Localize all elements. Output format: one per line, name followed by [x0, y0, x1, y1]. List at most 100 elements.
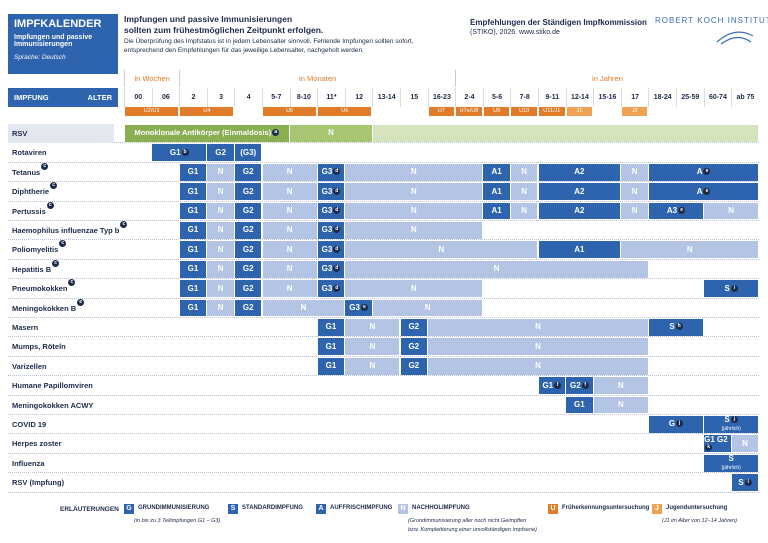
vaccine-name: Diphtherie	[12, 187, 50, 197]
footnote: e	[703, 168, 711, 176]
cell-text: A2	[574, 206, 585, 216]
footnote: c	[41, 162, 49, 170]
cell-label: N	[218, 226, 224, 234]
cell-label: N	[425, 304, 431, 312]
footnote: d	[333, 168, 341, 176]
schedule-cell: G3 d	[317, 202, 345, 220]
cell-text: A2	[574, 167, 585, 177]
cell-text: (G3)	[240, 147, 257, 157]
cell-text: N	[286, 225, 293, 235]
footnote: e	[360, 304, 368, 312]
schedule-cell: G3 d	[317, 260, 345, 278]
schedule-cell: N	[345, 183, 483, 201]
footnote: c	[59, 240, 67, 248]
cell-label: S	[729, 454, 734, 463]
schedule-cell: N	[262, 260, 317, 278]
vaccine-name: Varizellen	[12, 361, 47, 371]
cell-text: G1	[187, 206, 199, 216]
cell-text: N	[286, 264, 293, 274]
legend-detail: bzw. Komplettierung einer unvollständige…	[408, 527, 538, 533]
cell-text: N	[535, 361, 541, 371]
schedule-cell: N	[345, 163, 483, 181]
footnote: e	[703, 187, 711, 195]
cell-label: N	[439, 245, 445, 254]
checkup: U9	[483, 107, 510, 116]
age-label: 15-16	[593, 88, 621, 107]
checkup: U7	[428, 107, 455, 116]
cell-text: N	[686, 244, 693, 254]
cell-label: G3 d	[322, 284, 341, 293]
legend-key: A	[316, 504, 326, 514]
schedule-cell: S (jährlich)	[704, 454, 759, 472]
schedule-cell: N	[262, 183, 317, 201]
cell-label: G3 d	[322, 207, 341, 215]
row-name: Poliomyelitisc	[12, 240, 67, 259]
vaccine-name: Masern	[12, 323, 39, 332]
schedule-cell: G1	[179, 260, 207, 278]
cell-label: A1	[574, 245, 584, 254]
cell-label: A1	[491, 207, 501, 215]
vaccine-name: Meningokokken B	[12, 303, 77, 313]
row-name: Meningokokken ACWY	[12, 396, 93, 415]
cell-text: N	[369, 361, 376, 371]
cell-text: N	[286, 186, 293, 196]
schedule-cell: G3 d	[317, 222, 345, 239]
cell-label: G1	[188, 187, 199, 196]
cell-text: G1	[325, 341, 337, 351]
cell-text: G1	[187, 303, 199, 313]
cell-text: Monoklonale Antikörper (Einmaldosis)	[134, 128, 272, 138]
schedule-cell: G2	[400, 357, 428, 375]
schedule-cell: G1	[179, 202, 207, 220]
cell-label: N	[301, 304, 307, 312]
schedule-cell: G1 b	[152, 144, 207, 162]
cell-label: N	[218, 168, 224, 176]
schedule-cell: N	[262, 299, 345, 317]
schedule-cell: G2	[234, 183, 262, 201]
footnote: d	[333, 284, 341, 292]
cell-text: N	[521, 167, 528, 177]
cell-text: N	[410, 225, 417, 235]
row-line	[8, 181, 759, 183]
row-line	[8, 161, 759, 163]
cell-text: A1	[491, 186, 502, 196]
cell-text: S	[738, 477, 744, 487]
cell-text: G1	[574, 400, 585, 410]
legend-key: U	[548, 504, 558, 514]
age-label: 9-11	[538, 88, 566, 107]
legend-label: AUFFRISCHIMPFUNG	[330, 505, 393, 511]
cell-text: G3	[321, 167, 333, 177]
cell-label: N	[218, 207, 224, 215]
cell-text: N	[369, 322, 376, 332]
cell-text: G2	[242, 283, 254, 293]
schedule-cell: N	[372, 299, 483, 317]
cell-text: N	[535, 341, 541, 351]
age-label: 12	[344, 88, 373, 107]
row-line	[8, 200, 759, 202]
cell-label: G1	[188, 168, 199, 176]
cell-text: A	[696, 167, 703, 177]
schedule-cell: N	[207, 183, 234, 201]
headline: Impfungen und passive Immunisierungen	[124, 14, 293, 24]
badge: IMPFKALENDER Impfungen und passive Immun…	[8, 14, 118, 74]
footnote: h	[675, 323, 683, 331]
row-name: Herpes zoster	[12, 434, 62, 453]
schedule-cell	[372, 125, 759, 142]
cell-text: N	[217, 186, 224, 196]
schedule-cell: G1 f	[538, 377, 566, 395]
cell-text: N	[742, 438, 748, 448]
cell-sub: (jährlich)	[721, 425, 741, 432]
schedule-cell: N	[593, 377, 648, 395]
schedule-cell: N	[345, 260, 648, 278]
schedule-cell: G2	[234, 299, 262, 317]
vaccine-name: Mumps, Röteln	[12, 342, 66, 352]
cell-text: N	[728, 206, 735, 216]
schedule-cell: G1	[566, 396, 593, 414]
vaccine-name: Meningokokken ACWY	[12, 400, 94, 410]
legend-detail: (Grundimmunisierung aller noch nicht Gei…	[408, 518, 527, 524]
schedule-cell: G3 d	[317, 163, 345, 181]
